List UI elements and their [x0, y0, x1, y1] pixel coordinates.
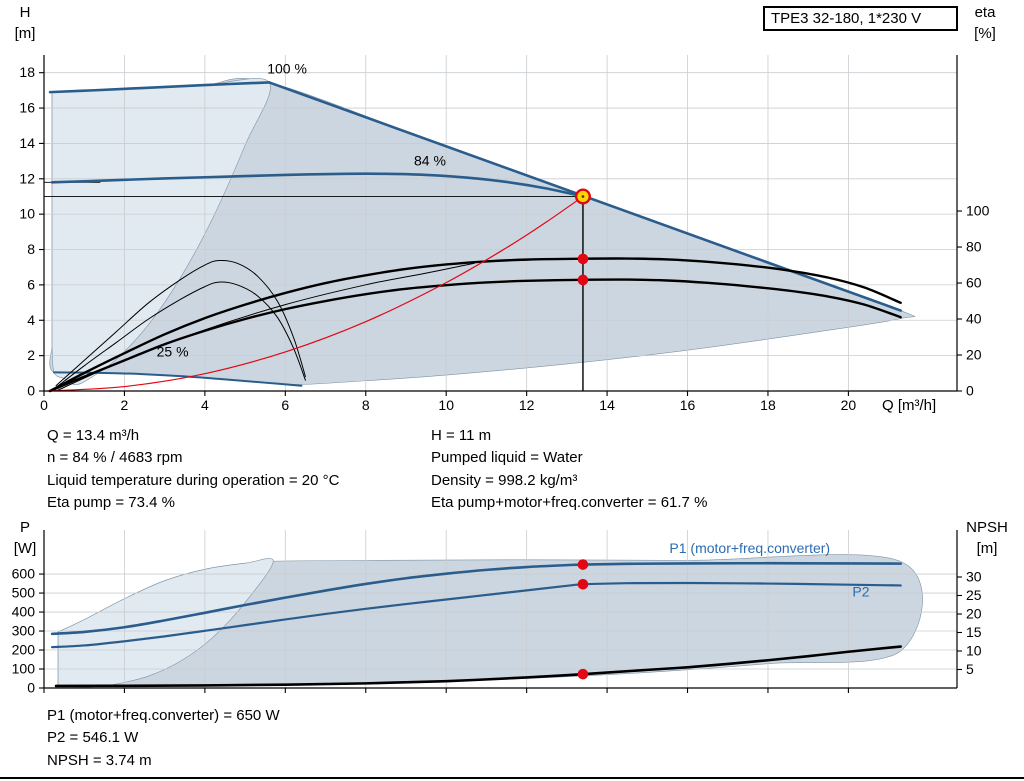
- info-line-q: Q = 13.4 m³/h: [47, 427, 140, 444]
- x-tick-label: 16: [680, 397, 696, 413]
- npsh-axis-unit: [m]: [976, 540, 998, 557]
- y-left-tick-label: 0: [27, 680, 35, 696]
- y-left-tick-label: 4: [27, 312, 35, 328]
- p-axis-unit: [W]: [13, 540, 37, 557]
- x-tick-label: 20: [841, 397, 857, 413]
- npsh-marker: [577, 668, 589, 680]
- y-left-tick-label: 16: [19, 100, 35, 116]
- y-right-tick-label: 60: [966, 275, 982, 291]
- system-curve: [47, 195, 584, 392]
- info-line-eta-total: Eta pump+motor+freq.converter = 61.7 %: [431, 494, 708, 512]
- q-axis-label: Q [m³/h]: [882, 397, 937, 414]
- x-tick-label: 14: [599, 397, 615, 413]
- y-left-tick-label: 18: [19, 64, 35, 80]
- x-tick-label: 10: [438, 397, 454, 413]
- y-left-tick-label: 500: [12, 585, 36, 601]
- y-right-tick-label: 15: [966, 624, 982, 640]
- info-line-density: Density = 998.2 kg/m³: [431, 471, 578, 489]
- y-right-tick-label: 10: [966, 642, 982, 658]
- x-tick-label: 4: [201, 397, 209, 413]
- y-left-tick-label: 400: [12, 604, 36, 620]
- y-right-tick-label: 25: [966, 587, 982, 603]
- info-line-h: H = 11 m: [431, 427, 492, 444]
- eta-pump-min-speed-arc: [55, 259, 306, 387]
- y-left-tick-label: 0: [27, 383, 35, 399]
- duty-info-right: H = 11 m Pumped liquid = Water Density =…: [431, 425, 707, 515]
- x-tick-label: 18: [760, 397, 776, 413]
- curve-label: 25 %: [157, 344, 189, 360]
- info-line-p1: P1 (motor+freq.converter) = 650 W: [47, 707, 280, 724]
- y-left-tick-label: 300: [12, 623, 36, 639]
- info-line-eta-pump: Eta pump = 73.4 %: [47, 494, 175, 512]
- pump-model-box: TPE3 32-180, 1*230 V: [763, 6, 958, 31]
- eta-axis-unit: [%]: [974, 25, 996, 42]
- y-left-tick-label: 600: [12, 566, 36, 582]
- y-left-tick-label: 200: [12, 642, 36, 658]
- y-right-tick-label: 20: [966, 347, 982, 363]
- h-axis-label: H: [19, 4, 31, 21]
- info-line-npsh: NPSH = 3.74 m: [47, 751, 152, 769]
- p2-curve: [50, 581, 902, 649]
- eta-pump-curve: [48, 257, 902, 393]
- p-axis-label: P: [19, 519, 30, 536]
- info-line-liquid: Pumped liquid = Water: [431, 449, 583, 467]
- chart-power-npsh: 0 100 200 300 400 500 600 5 10 15 20 25 30 P1 (motor+…: [12, 530, 982, 696]
- eta-pump-marker: [577, 253, 589, 265]
- y-right-tick-label: 40: [966, 311, 982, 327]
- chart-hq-curve: 0 2 4 6 8 10 12 14 16 18 0 20 40 60 80 100 0 2 4 6 8 10 12 14 16…: [19, 55, 990, 413]
- x-tick-label: 2: [121, 397, 129, 413]
- x-tick-label: 0: [40, 397, 48, 413]
- y-right-tick-label: 0: [966, 383, 974, 399]
- y-right-tick-label: 20: [966, 605, 982, 621]
- y-right-tick-label: 80: [966, 239, 982, 255]
- y-left-tick-label: 100: [12, 661, 36, 677]
- duty-point-center: [581, 195, 585, 198]
- power-info: P1 (motor+freq.converter) = 650 W P2 = 5…: [47, 705, 280, 772]
- curve-label: P2: [852, 583, 869, 599]
- x-tick-label: 8: [362, 397, 370, 413]
- h-axis-unit: [m]: [14, 25, 36, 42]
- duty-info-left: Q = 13.4 m³/h n = 84 % / 4683 rpm Liquid…: [47, 425, 339, 515]
- eta-partial-curve: [55, 262, 475, 392]
- eta-total-marker: [577, 274, 589, 286]
- y-left-tick-label: 2: [27, 347, 35, 363]
- p1-curve: [50, 561, 902, 636]
- npsh-curve: [54, 645, 902, 688]
- y-right-tick-label: 100: [966, 203, 990, 219]
- p2-marker: [577, 578, 589, 590]
- eta-total-min-speed-arc: [55, 281, 306, 388]
- curve-label: P1 (motor+freq.converter): [669, 540, 830, 556]
- p1-marker: [577, 559, 589, 570]
- y-left-tick-label: 10: [19, 206, 35, 222]
- curve-100pct-rise: [48, 81, 271, 94]
- bottom-divider: [0, 777, 1024, 779]
- x-tick-label: 6: [281, 397, 289, 413]
- npsh-axis-label: NPSH: [966, 519, 1008, 536]
- y-right-tick-label: 5: [966, 661, 974, 677]
- curve-84pct: [50, 172, 585, 198]
- curve-label: 100 %: [267, 61, 307, 77]
- info-line-speed: n = 84 % / 4683 rpm: [47, 449, 183, 467]
- info-line-temperature: Liquid temperature during operation = 20…: [47, 471, 340, 489]
- y-left-tick-label: 6: [27, 276, 35, 292]
- curve-min-speed-25pct: [53, 371, 303, 387]
- y-left-tick-label: 12: [19, 170, 35, 186]
- y-left-tick-label: 14: [19, 135, 35, 151]
- info-line-p2: P2 = 546.1 W: [47, 729, 139, 747]
- eta-axis-label: eta: [974, 4, 996, 21]
- y-left-tick-label: 8: [27, 241, 35, 257]
- y-right-tick-label: 30: [966, 568, 982, 584]
- curve-label: 84 %: [414, 153, 446, 169]
- x-tick-label: 12: [519, 397, 535, 413]
